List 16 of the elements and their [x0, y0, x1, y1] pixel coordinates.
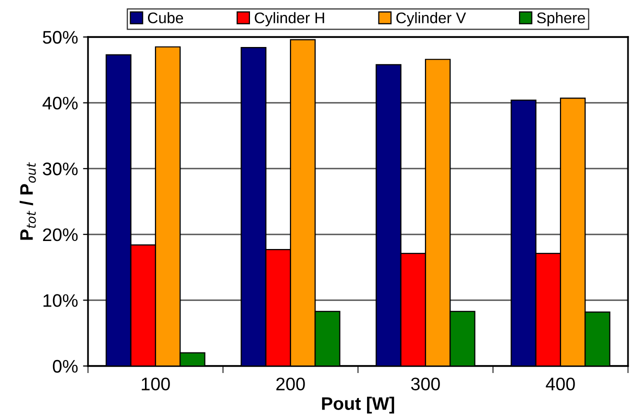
y-axis-title: P$_{tot}$ / P$_{out}$	[20, 162, 36, 240]
x-tick-label: 100	[142, 378, 170, 390]
x-tick-label: 300	[411, 378, 440, 390]
y-tick-label: 0%	[52, 360, 78, 373]
x-tick-label: 200	[276, 378, 305, 390]
y-tick-label: 40%	[42, 96, 78, 110]
legend-label: Cylinder H	[254, 12, 324, 26]
x-tick-label: 400	[546, 378, 575, 390]
legend-label: Cylinder V	[396, 12, 466, 26]
y-tick-label: 10%	[44, 294, 78, 307]
y-tick-label: 20%	[43, 228, 78, 242]
y-tick-label: 30%	[42, 162, 78, 176]
legend-label: Cube	[148, 12, 184, 24]
x-axis-title: Pout [W]	[322, 396, 394, 414]
legend-label: Sphere	[537, 12, 585, 26]
y-tick-label: 50%	[42, 30, 78, 44]
